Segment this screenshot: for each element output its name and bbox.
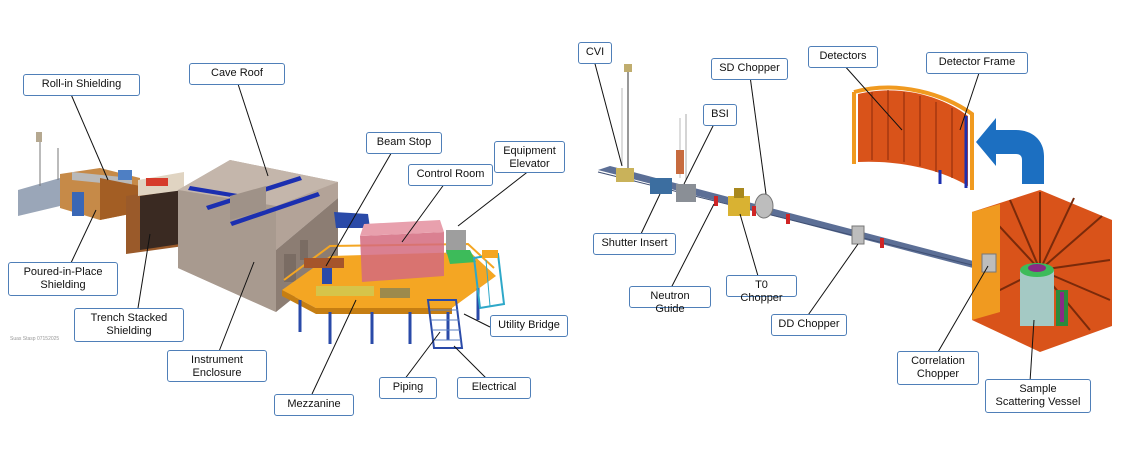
assembly-arrow	[976, 118, 1044, 184]
label-sample-scattering-vessel: Sample Scattering Vessel	[985, 379, 1091, 413]
label-neutron-guide: Neutron Guide	[629, 286, 711, 315]
label-piping: Piping	[379, 377, 437, 399]
label-control-room: Control Room	[408, 164, 493, 186]
instrument-enclosure-shape	[178, 160, 338, 312]
label-roll-in-shielding: Roll-in Shielding	[23, 74, 140, 96]
sd-chopper-shape	[754, 193, 774, 219]
label-mezzanine: Mezzanine	[274, 394, 354, 416]
dd-chopper-shape	[851, 225, 865, 245]
shutter-insert-shape	[650, 178, 672, 194]
shielding-train	[18, 132, 184, 254]
label-dd-chopper: DD Chopper	[771, 314, 847, 336]
label-utility-bridge: Utility Bridge	[490, 315, 568, 337]
label-sd-chopper: SD Chopper	[711, 58, 788, 80]
detector-frame-shape	[852, 85, 974, 190]
label-poured-in-place-shielding: Poured-in-Place Shielding	[8, 262, 118, 296]
label-electrical: Electrical	[457, 377, 531, 399]
right-leader-lines	[593, 59, 1035, 383]
label-cave-roof: Cave Roof	[189, 63, 285, 85]
label-detectors: Detectors	[808, 46, 878, 68]
label-correlation-chopper: Correlation Chopper	[897, 351, 979, 385]
label-bsi: BSI	[703, 104, 737, 126]
label-detector-frame: Detector Frame	[926, 52, 1028, 74]
label-instrument-enclosure: Instrument Enclosure	[167, 350, 267, 382]
bsi-shape	[676, 184, 696, 202]
left-leader-lines	[69, 83, 531, 395]
cvi-shape	[616, 64, 634, 182]
label-trench-stacked-shielding: Trench Stacked Shielding	[74, 308, 184, 342]
label-cvi: CVI	[578, 42, 612, 64]
label-shutter-insert: Shutter Insert	[593, 233, 676, 255]
watermark-text: Suas Stasp 07152025	[10, 336, 60, 342]
building-model	[18, 83, 531, 395]
t0-chopper-shape	[728, 188, 750, 216]
label-beam-stop: Beam Stop	[366, 132, 442, 154]
stair-tower-shape	[426, 250, 506, 349]
label-t0-chopper: T0 Chopper	[726, 275, 797, 304]
correlation-chopper-shape	[981, 253, 997, 273]
beamline-model	[593, 59, 1112, 383]
label-equipment-elevator: Equipment Elevator	[494, 141, 565, 173]
